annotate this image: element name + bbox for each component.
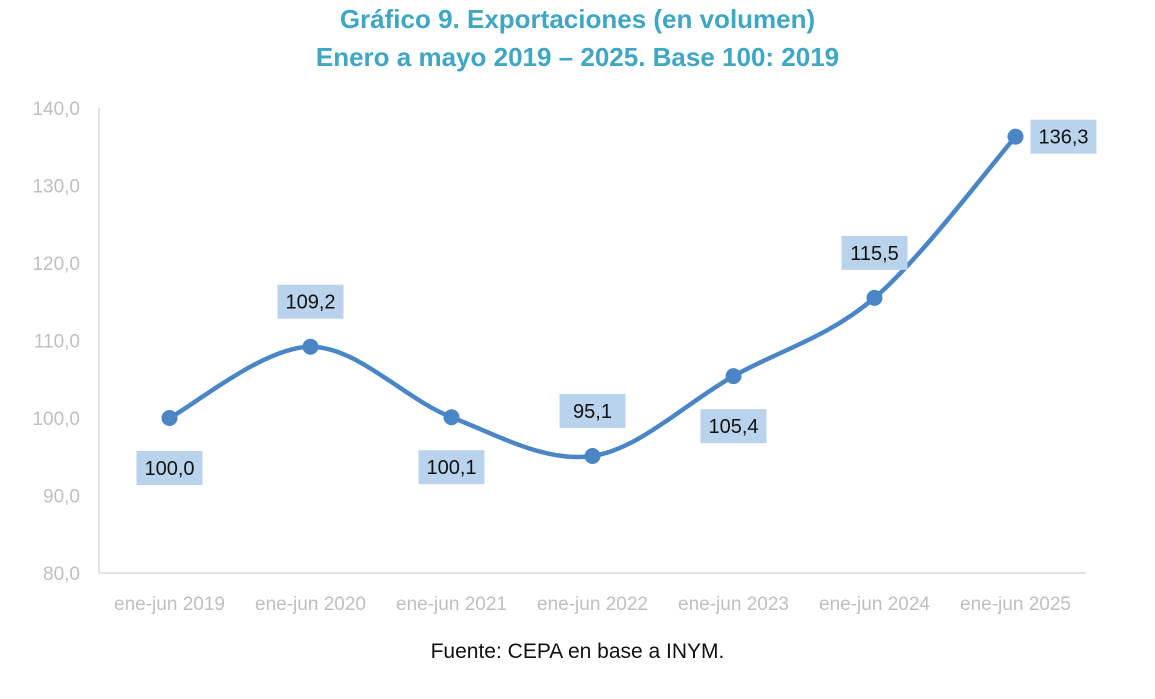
data-label-box [559, 393, 626, 428]
x-tick-label: ene-jun 2019 [114, 594, 225, 615]
source-note: Fuente: CEPA en base a INYM. [430, 640, 725, 663]
data-point [161, 410, 178, 426]
x-tick-label: ene-jun 2021 [396, 594, 507, 615]
data-label-box [136, 451, 203, 485]
data-label-box [1030, 119, 1097, 154]
y-tick-label: 120,0 [32, 254, 80, 275]
data-point [725, 368, 742, 385]
data-point [584, 447, 601, 464]
y-tick-label: 90,0 [43, 487, 80, 508]
y-tick-label: 130,0 [32, 177, 80, 198]
chart-title: Gráfico 9. Exportaciones (en volumen) [339, 4, 816, 34]
data-label: 100,1 [426, 457, 476, 479]
x-tick-label: ene-jun 2020 [255, 594, 366, 615]
data-label: 109,2 [285, 292, 335, 314]
y-tick-label: 110,0 [34, 332, 80, 353]
x-tick-label: ene-jun 2023 [678, 594, 789, 615]
chart-subtitle: Enero a mayo 2019 – 2025. Base 100: 2019 [315, 42, 840, 72]
y-tick-label: 140,0 [32, 99, 80, 120]
data-label-box [700, 409, 767, 444]
data-label-box [418, 450, 485, 485]
data-label: 115,5 [850, 243, 899, 265]
x-tick-label: ene-jun 2024 [819, 594, 930, 615]
y-tick-label: 80,0 [43, 564, 80, 585]
data-label: 100,0 [144, 458, 194, 480]
data-label-box [841, 235, 908, 270]
data-point [1007, 128, 1024, 145]
x-tick-label: ene-jun 2022 [537, 594, 648, 615]
data-point [866, 289, 883, 306]
data-point [302, 338, 319, 355]
data-label: 95,1 [573, 401, 612, 423]
x-tick-label: ene-jun 2025 [960, 594, 1071, 615]
data-label-box [277, 284, 344, 319]
data-label: 136,3 [1038, 127, 1088, 149]
data-label: 105,4 [708, 416, 758, 438]
data-point [443, 409, 460, 426]
y-tick-label: 100,0 [32, 409, 80, 430]
